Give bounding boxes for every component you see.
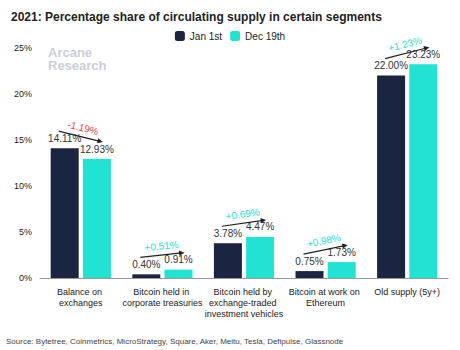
svg-text:14.11%: 14.11% [48, 133, 81, 144]
svg-text:Arcane: Arcane [48, 45, 96, 60]
svg-text:corporate treasuries: corporate treasuries [122, 298, 203, 308]
svg-text:+0.51%: +0.51% [144, 239, 179, 254]
svg-text:+0.98%: +0.98% [306, 232, 342, 250]
svg-text:Jan 1st: Jan 1st [190, 31, 222, 42]
svg-text:Bitcoin held in: Bitcoin held in [133, 287, 192, 297]
svg-text:0.40%: 0.40% [132, 259, 160, 270]
svg-text:25%: 25% [14, 43, 32, 53]
svg-text:0.91%: 0.91% [164, 254, 192, 265]
svg-text:investment vehicles: investment vehicles [205, 309, 284, 319]
svg-text:+1.23%: +1.23% [387, 35, 423, 54]
svg-text:Research: Research [48, 58, 107, 73]
svg-text:3.78%: 3.78% [214, 228, 242, 239]
svg-text:Ethereum: Ethereum [306, 298, 345, 308]
svg-text:Bitcoin held by: Bitcoin held by [213, 287, 274, 297]
svg-text:15%: 15% [14, 135, 32, 145]
svg-text:12.93%: 12.93% [80, 144, 114, 155]
svg-text:22.00%: 22.00% [374, 60, 408, 71]
svg-text:5%: 5% [19, 227, 32, 237]
svg-text:10%: 10% [14, 181, 32, 191]
svg-text:Dec 19th: Dec 19th [245, 31, 285, 42]
svg-text:Source: Bytetree, Coinmetrics,: Source: Bytetree, Coinmetrics, MicroStra… [6, 337, 344, 346]
svg-text:0.75%: 0.75% [295, 256, 323, 267]
svg-text:23.23%: 23.23% [406, 49, 440, 60]
svg-text:-1.19%: -1.19% [66, 119, 99, 137]
svg-text:Bitcoin at work on: Bitcoin at work on [289, 287, 363, 297]
svg-text:Balance on: Balance on [57, 287, 105, 297]
svg-text:exchanges: exchanges [59, 298, 103, 308]
svg-text:20%: 20% [14, 89, 32, 99]
svg-text:0%: 0% [19, 273, 32, 283]
svg-text:4.47%: 4.47% [246, 221, 274, 232]
svg-text:+0.69%: +0.69% [225, 206, 261, 222]
svg-text:Old supply (5y+): Old supply (5y+) [374, 287, 440, 297]
svg-text:2021: Percentage share of circ: 2021: Percentage share of circulating su… [11, 10, 382, 24]
svg-text:exchange-traded: exchange-traded [209, 298, 279, 308]
svg-text:1.73%: 1.73% [327, 246, 356, 258]
